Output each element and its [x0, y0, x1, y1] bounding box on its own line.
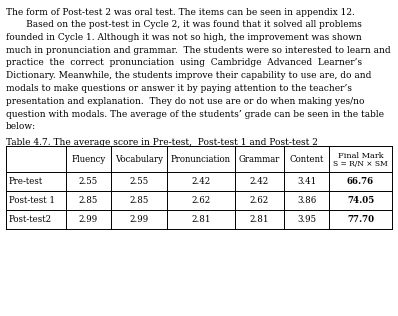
- Text: Grammar: Grammar: [238, 155, 280, 164]
- Text: practice  the  correct  pronunciation  using  Cambridge  Advanced  Learner’s: practice the correct pronunciation using…: [6, 58, 362, 67]
- Text: founded in Cycle 1. Although it was not so high, the improvement was shown: founded in Cycle 1. Although it was not …: [6, 33, 362, 42]
- Text: 2.99: 2.99: [79, 215, 98, 224]
- Text: presentation and explanation.  They do not use are or do when making yes/no: presentation and explanation. They do no…: [6, 97, 365, 106]
- Text: Fluency: Fluency: [71, 155, 105, 164]
- Text: 2.85: 2.85: [79, 196, 98, 205]
- Text: question with modals. The average of the students’ grade can be seen in the tabl: question with modals. The average of the…: [6, 110, 384, 118]
- Text: much in pronunciation and grammar.  The students were so interested to learn and: much in pronunciation and grammar. The s…: [6, 46, 390, 55]
- Text: 2.55: 2.55: [129, 177, 148, 186]
- Text: The form of Post-test 2 was oral test. The items can be seen in appendix 12.: The form of Post-test 2 was oral test. T…: [6, 8, 355, 17]
- Text: S = R/N × SM: S = R/N × SM: [333, 160, 388, 168]
- Text: Pronunciation: Pronunciation: [171, 155, 231, 164]
- Text: 3.41: 3.41: [297, 177, 316, 186]
- Text: 2.62: 2.62: [250, 196, 269, 205]
- Text: 74.05: 74.05: [347, 196, 374, 205]
- Text: 3.95: 3.95: [297, 215, 316, 224]
- Text: Post-test2: Post-test2: [9, 215, 52, 224]
- Text: 66.76: 66.76: [347, 177, 374, 186]
- Text: 2.85: 2.85: [129, 196, 149, 205]
- Text: Content: Content: [289, 155, 324, 164]
- Text: Post-test 1: Post-test 1: [9, 196, 55, 205]
- Text: 2.81: 2.81: [191, 215, 211, 224]
- Text: 77.70: 77.70: [347, 215, 374, 224]
- Text: 2.99: 2.99: [129, 215, 148, 224]
- Text: 2.42: 2.42: [250, 177, 269, 186]
- Text: Pre-test: Pre-test: [9, 177, 43, 186]
- Text: Final Mark: Final Mark: [338, 152, 383, 160]
- Text: 2.81: 2.81: [250, 215, 269, 224]
- Text: 3.86: 3.86: [297, 196, 316, 205]
- Text: 2.55: 2.55: [79, 177, 98, 186]
- Text: Vocabulary: Vocabulary: [115, 155, 163, 164]
- Text: 2.42: 2.42: [191, 177, 211, 186]
- Text: below:: below:: [6, 122, 36, 131]
- Text: Dictionary. Meanwhile, the students improve their capability to use are, do and: Dictionary. Meanwhile, the students impr…: [6, 71, 371, 80]
- Text: Table 4.7. The average score in Pre-test,  Post-test 1 and Post-test 2: Table 4.7. The average score in Pre-test…: [6, 138, 318, 147]
- Text: 2.62: 2.62: [191, 196, 211, 205]
- Text: modals to make questions or answer it by paying attention to the teacher’s: modals to make questions or answer it by…: [6, 84, 352, 93]
- Text: Based on the post-test in Cycle 2, it was found that it solved all problems: Based on the post-test in Cycle 2, it wa…: [6, 20, 362, 29]
